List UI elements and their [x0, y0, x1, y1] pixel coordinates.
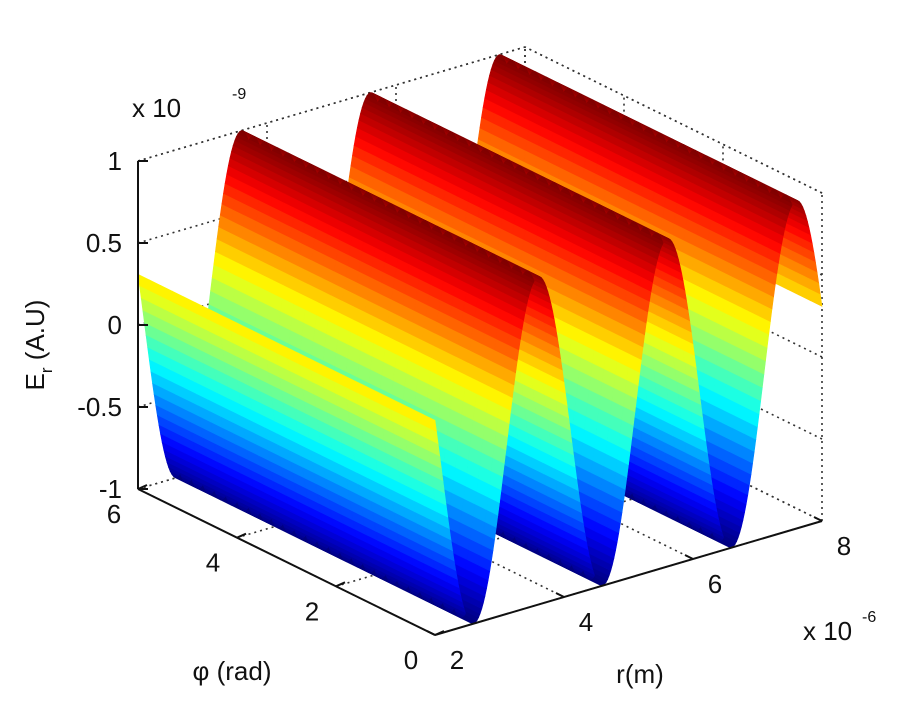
- grid-line: [524, 292, 823, 440]
- surface-plot: [137, 54, 823, 624]
- grid-line: [137, 46, 526, 162]
- grid-line: [524, 46, 823, 194]
- grid-line: [395, 412, 694, 560]
- grid-line: [524, 374, 823, 522]
- grid-line: [524, 210, 823, 358]
- grid-line: [266, 450, 565, 598]
